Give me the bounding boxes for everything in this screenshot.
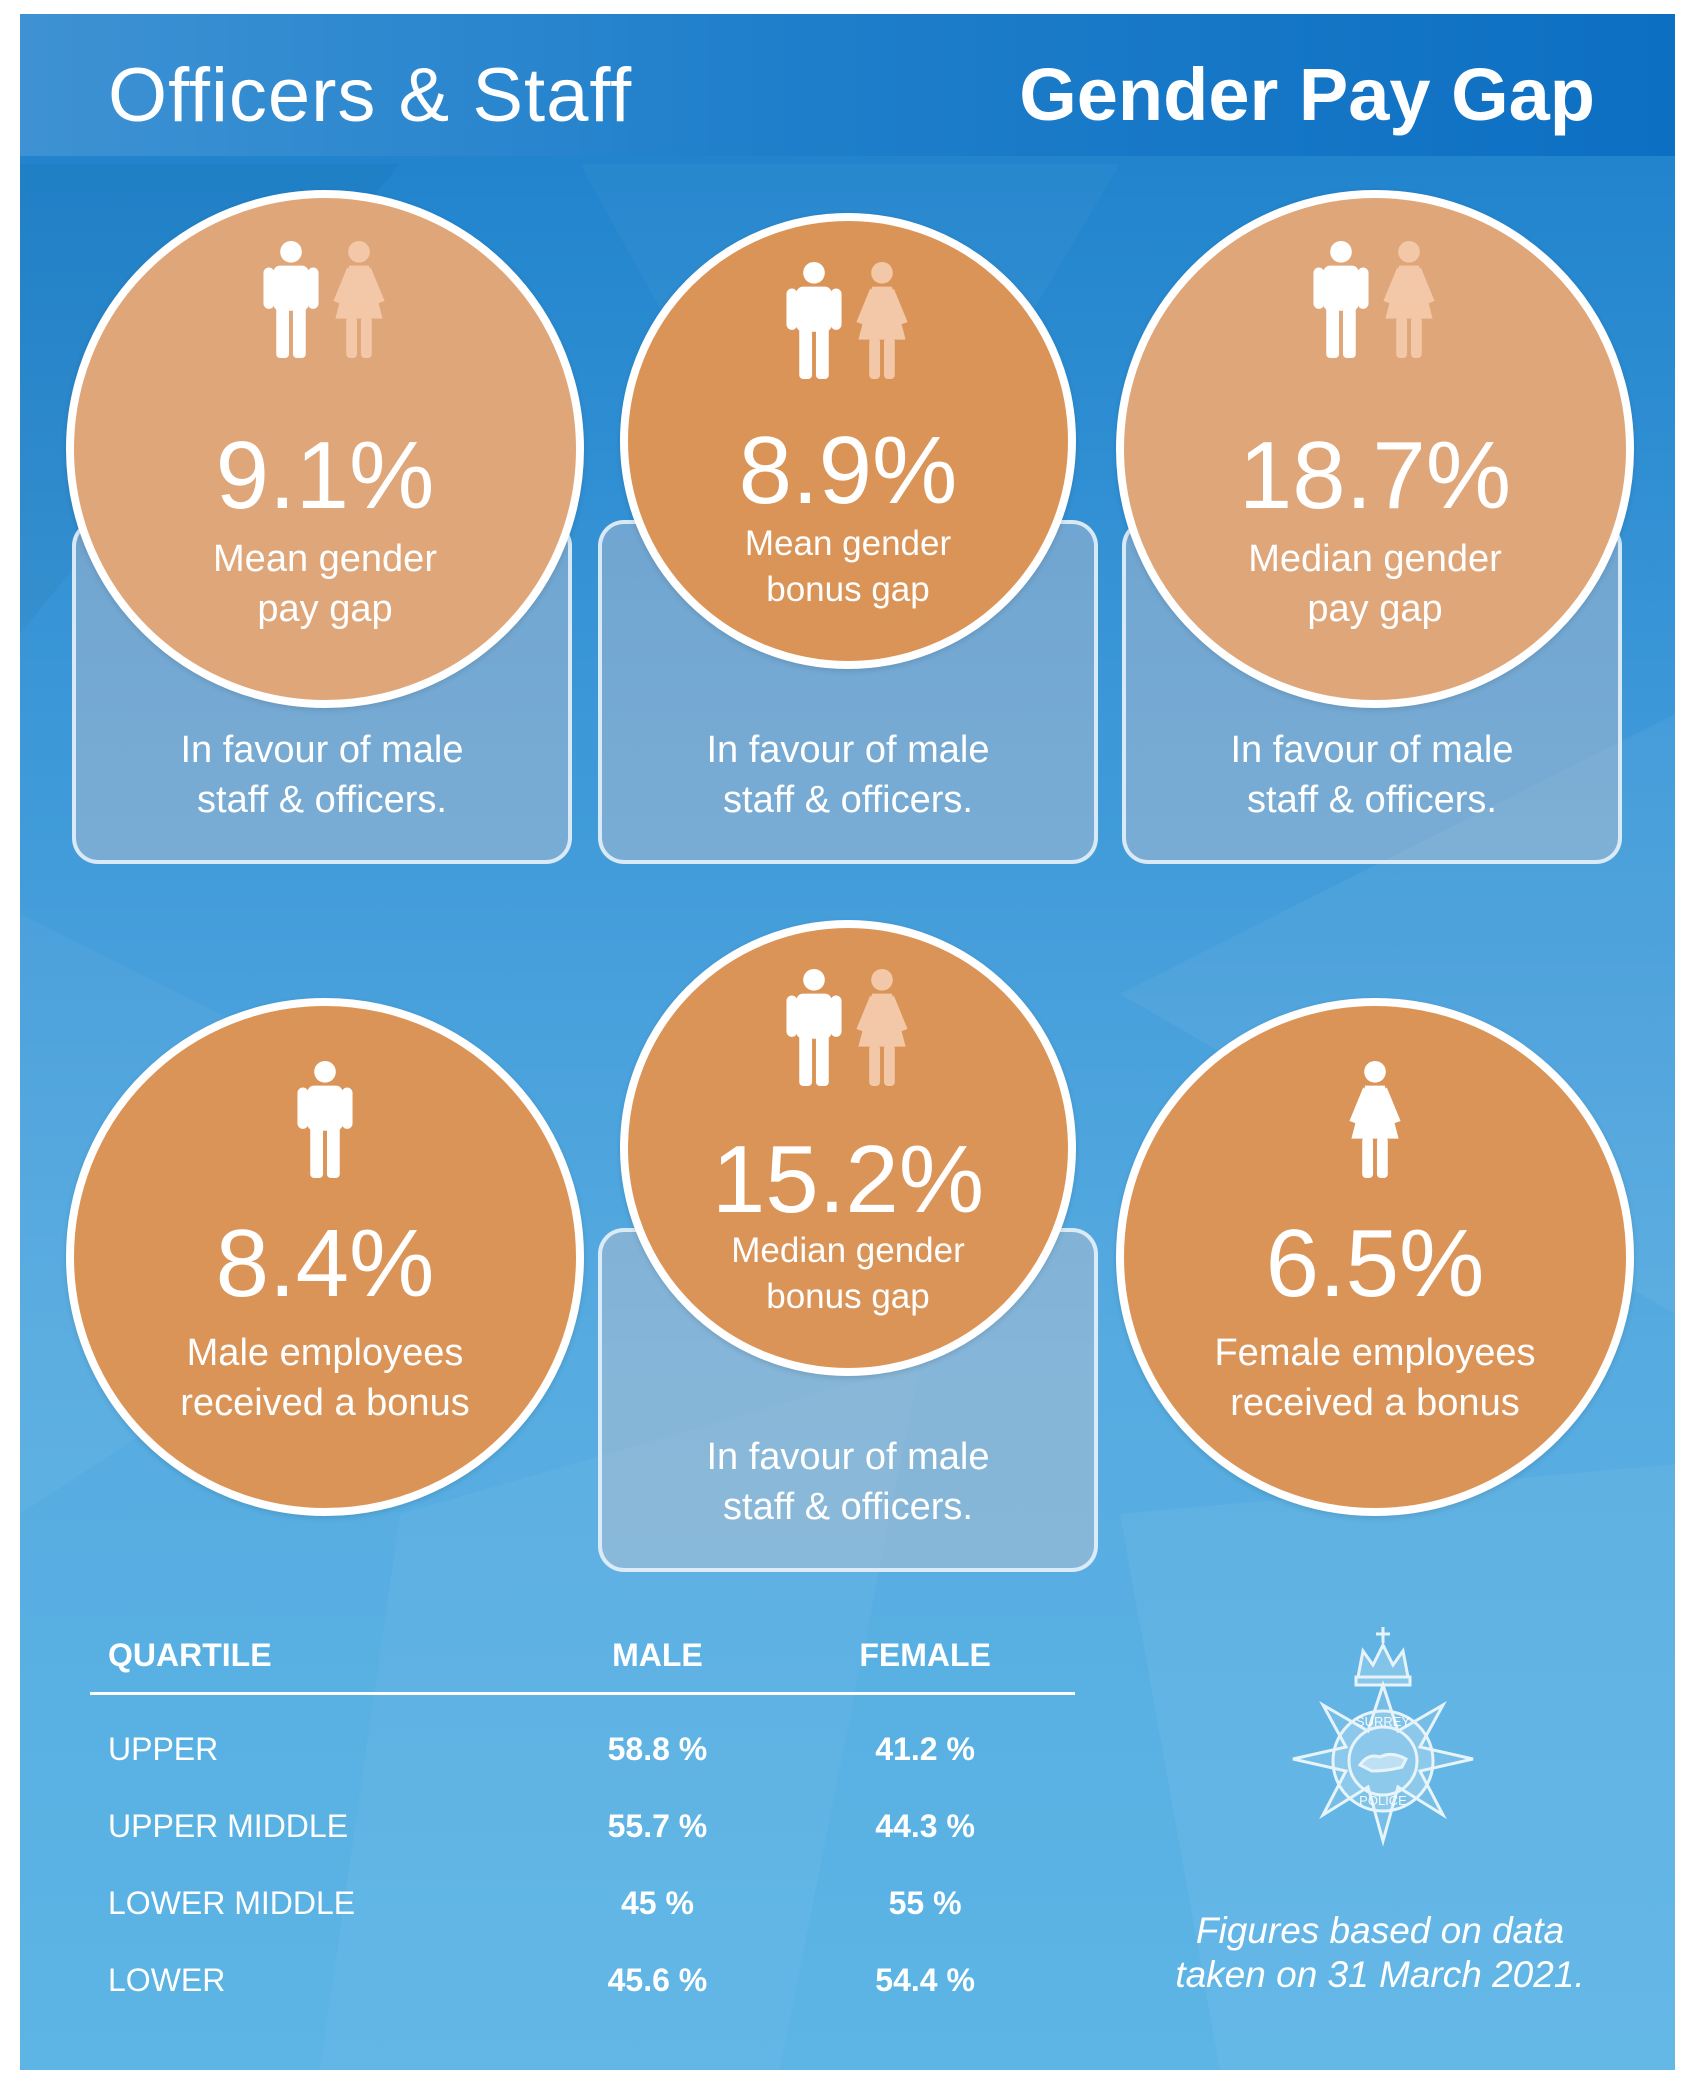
female-percent: 55 % bbox=[888, 1885, 962, 1921]
table-row: LOWER 45.6 % 54.4 % bbox=[90, 1942, 1075, 2019]
male-percent: 45 % bbox=[620, 1885, 694, 1921]
median-bonus-gap-value: 15.2% bbox=[711, 1126, 985, 1233]
mean-bonus-gap-label-line2: bonus gap bbox=[766, 570, 930, 609]
median-pay-gap-circle: 18.7% Median gender pay gap bbox=[1116, 190, 1634, 708]
male-icon bbox=[784, 968, 844, 1086]
mean-pay-gap-note-line1: In favour of male bbox=[180, 729, 464, 771]
female-bonus-circle: 6.5% Female employees received a bonus bbox=[1116, 998, 1634, 1516]
male-icon bbox=[261, 240, 321, 358]
mean-pay-gap-value: 9.1% bbox=[215, 422, 435, 529]
male-bonus-label-line2: received a bonus bbox=[180, 1382, 470, 1424]
female-icon bbox=[329, 240, 389, 358]
badge-bottom-text: POLICE bbox=[1359, 1793, 1407, 1808]
female-percent: 44.3 % bbox=[875, 1808, 975, 1844]
page-title: Officers & Staff bbox=[108, 53, 633, 138]
female-bonus-label-line2: received a bonus bbox=[1230, 1382, 1520, 1424]
female-percent: 41.2 % bbox=[875, 1731, 975, 1767]
infographic-panel: Officers & Staff Gender Pay Gap In favou… bbox=[20, 14, 1675, 2070]
surrey-police-badge-icon: SURREY POLICE bbox=[1292, 1627, 1474, 1847]
median-bonus-gap-label-line2: bonus gap bbox=[766, 1277, 930, 1316]
footnote-line2: taken on 31 March 2021. bbox=[1175, 1954, 1585, 1995]
table-row: LOWER MIDDLE 45 % 55 % bbox=[90, 1865, 1075, 1942]
male-bonus-circle: 8.4% Male employees received a bonus bbox=[66, 998, 584, 1516]
header-band bbox=[20, 14, 1675, 156]
quartile-name: LOWER MIDDLE bbox=[108, 1885, 356, 1921]
quartile-table: QUARTILE MALE FEMALE UPPER 58.8 % 41.2 %… bbox=[90, 1612, 1075, 2019]
female-bonus-label-line1: Female employees bbox=[1214, 1332, 1536, 1374]
badge-top-text: SURREY bbox=[1356, 1714, 1411, 1729]
mean-pay-gap-note-line2: staff & officers. bbox=[197, 779, 447, 821]
mean-bonus-gap-label-line1: Mean gender bbox=[744, 524, 952, 563]
median-pay-gap-value: 18.7% bbox=[1238, 422, 1512, 529]
table-row: UPPER MIDDLE 55.7 % 44.3 % bbox=[90, 1788, 1075, 1865]
male-header: MALE bbox=[539, 1612, 776, 1695]
table-row: UPPER 58.8 % 41.2 % bbox=[90, 1694, 1075, 1789]
median-bonus-gap-note-line2: staff & officers. bbox=[723, 1486, 973, 1528]
female-header: FEMALE bbox=[775, 1612, 1075, 1695]
male-percent: 58.8 % bbox=[607, 1731, 708, 1767]
female-icon bbox=[1379, 240, 1439, 358]
mean-pay-gap-label-line1: Mean gender bbox=[213, 538, 437, 580]
median-bonus-gap-label-line1: Median gender bbox=[731, 1231, 965, 1270]
female-bonus-value: 6.5% bbox=[1265, 1210, 1485, 1317]
median-pay-gap-note-line1: In favour of male bbox=[1230, 729, 1514, 771]
median-pay-gap-note-line2: staff & officers. bbox=[1247, 779, 1497, 821]
male-percent: 55.7 % bbox=[607, 1808, 708, 1844]
female-icon bbox=[852, 968, 912, 1086]
quartile-name: LOWER bbox=[108, 1962, 226, 1998]
female-percent: 54.4 % bbox=[875, 1962, 975, 1998]
mean-bonus-gap-circle: 8.9% Mean gender bonus gap bbox=[620, 213, 1076, 669]
female-icon bbox=[1345, 1060, 1405, 1178]
page-subtitle: Gender Pay Gap bbox=[1019, 53, 1595, 136]
data-footnote: Figures based on data taken on 31 March … bbox=[1150, 1909, 1610, 1997]
mean-bonus-gap-value: 8.9% bbox=[738, 417, 958, 524]
mean-pay-gap-label-line2: pay gap bbox=[257, 588, 393, 630]
mean-pay-gap-circle: 9.1% Mean gender pay gap bbox=[66, 190, 584, 708]
male-bonus-label-line1: Male employees bbox=[186, 1332, 464, 1374]
male-icon bbox=[784, 261, 844, 379]
quartile-header: QUARTILE bbox=[90, 1612, 540, 1695]
male-icon bbox=[1311, 240, 1371, 358]
female-icon bbox=[852, 261, 912, 379]
male-bonus-value: 8.4% bbox=[215, 1210, 435, 1317]
quartile-name: UPPER MIDDLE bbox=[108, 1808, 349, 1844]
male-percent: 45.6 % bbox=[607, 1962, 708, 1998]
male-icon bbox=[295, 1060, 355, 1178]
table-header-row: QUARTILE MALE FEMALE bbox=[90, 1612, 1075, 1695]
mean-bonus-gap-note-line2: staff & officers. bbox=[723, 779, 973, 821]
median-bonus-gap-note-line1: In favour of male bbox=[706, 1436, 990, 1478]
quartile-name: UPPER bbox=[108, 1731, 219, 1767]
footnote-line1: Figures based on data bbox=[1195, 1910, 1565, 1951]
median-pay-gap-label-line2: pay gap bbox=[1307, 588, 1443, 630]
mean-bonus-gap-note-line1: In favour of male bbox=[706, 729, 990, 771]
median-pay-gap-label-line1: Median gender bbox=[1248, 538, 1502, 580]
median-bonus-gap-circle: 15.2% Median gender bonus gap bbox=[620, 920, 1076, 1376]
